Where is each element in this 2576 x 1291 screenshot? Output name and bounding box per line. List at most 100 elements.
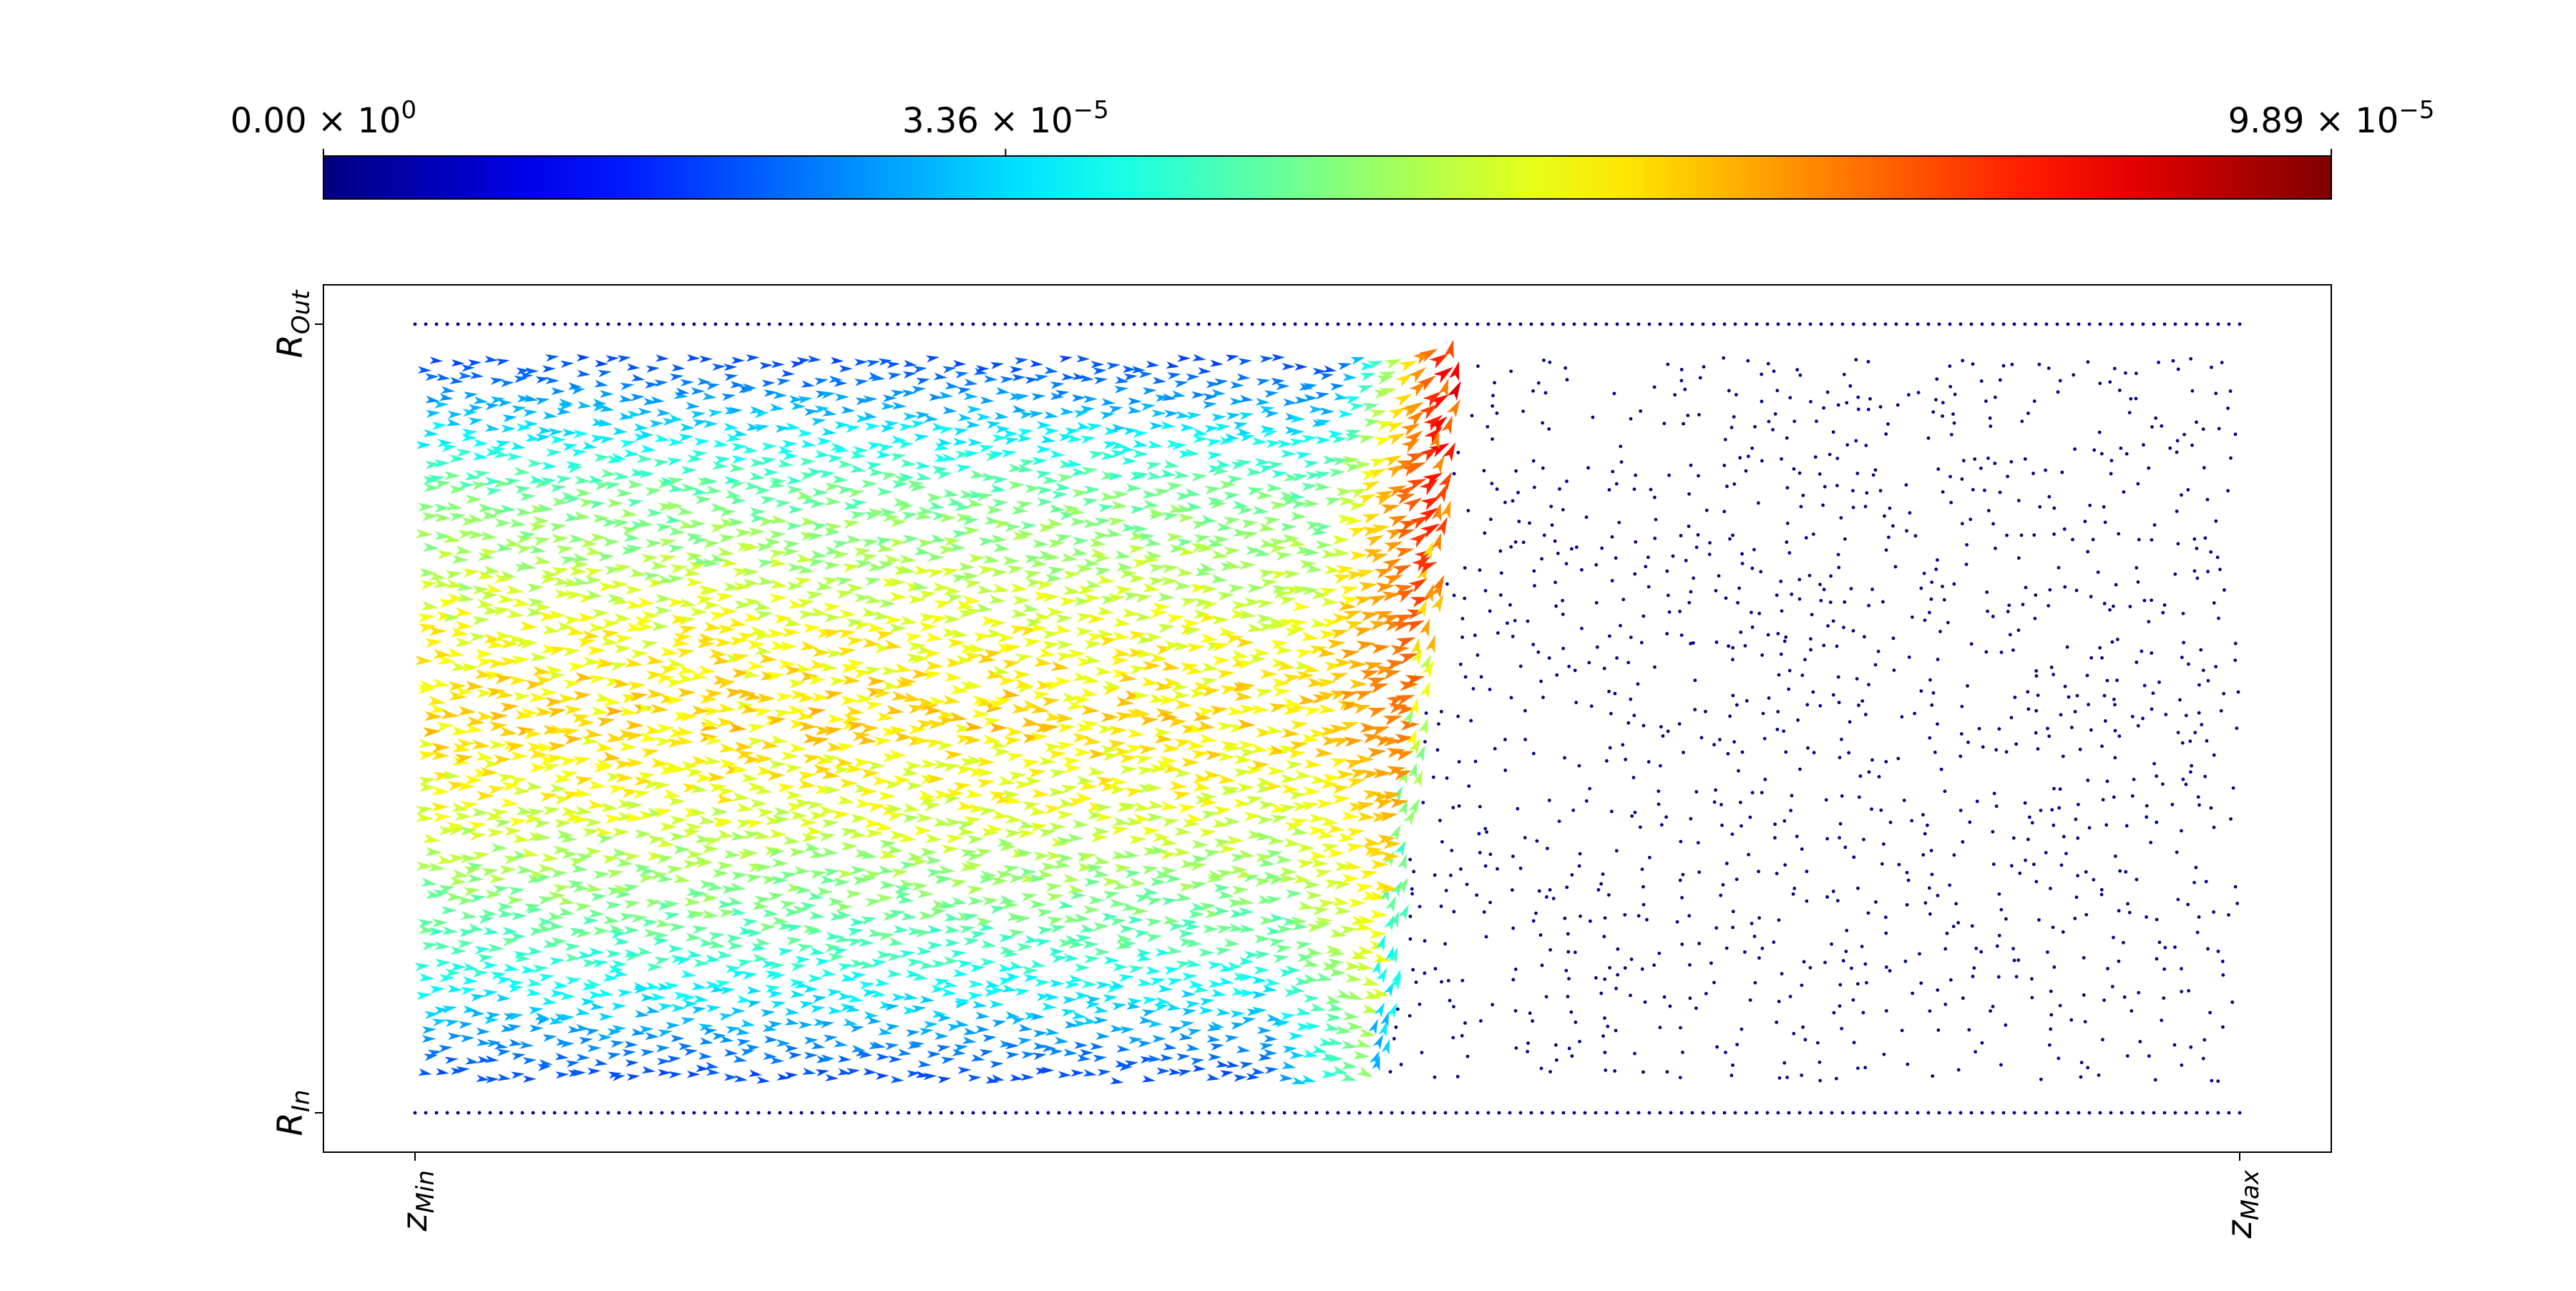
vector-dot [1735,393,1738,396]
vector-dot [1919,587,1923,590]
vector-dot [2177,731,2180,734]
vector-dot [2057,390,2060,394]
vector-arrow [1081,705,1100,715]
vector-arrow [950,543,966,552]
vector-dot [1535,839,1538,843]
vector-arrow [447,985,463,993]
vector-arrow [1089,538,1106,547]
vector-arrow [702,844,719,854]
vector-dot [1545,995,1548,998]
vector-dot [467,1111,471,1115]
vector-dot [1657,952,1661,955]
vector-dot [2120,323,2124,326]
vector-dot [2137,538,2141,542]
vector-dot [746,323,750,326]
vector-dot [2100,452,2104,456]
vector-dot [1865,491,1868,495]
vector-arrow [727,897,743,905]
vector-arrow [1050,979,1065,988]
vector-arrow [1020,1073,1034,1081]
vector-dot [1510,696,1513,699]
vector-arrow [432,1018,447,1026]
vector-arrow [1282,1061,1297,1069]
vector-arrow [540,792,558,802]
vector-dot [1608,488,1611,492]
vector-dot [1930,580,1933,584]
vector-dot [1453,472,1456,476]
vector-arrow [641,554,658,563]
vector-arrow [499,726,518,736]
vector-dot [2033,617,2036,620]
vector-dot [1573,323,1576,326]
vector-dot [1578,764,1581,768]
vector-dot [2129,1009,2133,1013]
vector-dot [1730,426,1734,429]
vector-dot [1444,1111,1448,1115]
vector-dot [1565,479,1568,483]
vector-arrow [814,450,830,459]
vector-dot [1991,522,1995,526]
vector-arrow [1063,954,1079,963]
vector-arrow [1180,1020,1195,1028]
vector-arrow [1104,956,1120,965]
vector-arrow [1227,475,1244,484]
vector-arrow [1174,769,1191,778]
vector-dot [1541,422,1544,425]
vector-arrow [1174,827,1191,836]
vector-arrow [1094,1016,1108,1024]
vector-dot [1829,600,1833,604]
vector-arrow [1336,487,1353,497]
vector-arrow [1058,854,1074,863]
vector-dot [1554,1043,1558,1047]
vector-dot [1574,668,1577,672]
vector-arrow [839,609,857,619]
vector-arrow [754,410,769,418]
vector-arrow [452,726,469,736]
vector-dot [1862,1011,1865,1015]
vector-arrow [1048,566,1065,575]
vector-arrow [425,638,444,648]
vector-dot [2122,941,2125,945]
vector-arrow [900,615,918,625]
vector-arrow [1051,955,1067,963]
vector-dot [2074,818,2077,822]
vector-dot [2175,851,2179,854]
vector-arrow [434,513,452,522]
vector-dot [2045,323,2049,326]
vector-dot [1594,323,1598,326]
vector-arrow [898,895,914,904]
vector-arrow [767,628,785,638]
vector-arrow [434,812,452,822]
vector-dot [2052,787,2056,791]
vector-arrow [446,502,463,511]
vector-dot [2035,674,2039,678]
vector-dot [1806,746,1810,750]
vector-dot [2137,724,2140,728]
vector-dot [832,323,836,326]
vector-dot [1508,323,1512,326]
vector-arrow [1301,1075,1317,1083]
vector-dot [1219,323,1222,326]
vector-dot [564,1111,567,1115]
vector-arrow [1201,515,1217,523]
vector-arrow [668,1071,682,1078]
vector-dot [2197,795,2200,799]
vector-arrow [448,1033,462,1041]
vector-dot [2102,798,2105,802]
vector-arrow [1143,387,1157,395]
vector-arrow [962,517,979,525]
vector-arrow [572,577,590,586]
vector-arrow [555,1071,569,1078]
vector-dot [2030,977,2034,980]
vector-dot [1903,799,1906,802]
vector-arrow [674,633,693,643]
vector-dot [1993,791,1996,795]
vector-dot [1941,401,1945,404]
vector-dot [1852,855,1855,859]
vector-dot [2104,823,2108,827]
vector-arrow [1056,640,1073,649]
vector-dot [1881,600,1885,604]
vector-arrow [900,459,917,467]
vector-arrow [1019,459,1035,468]
vector-arrow [1275,945,1292,954]
